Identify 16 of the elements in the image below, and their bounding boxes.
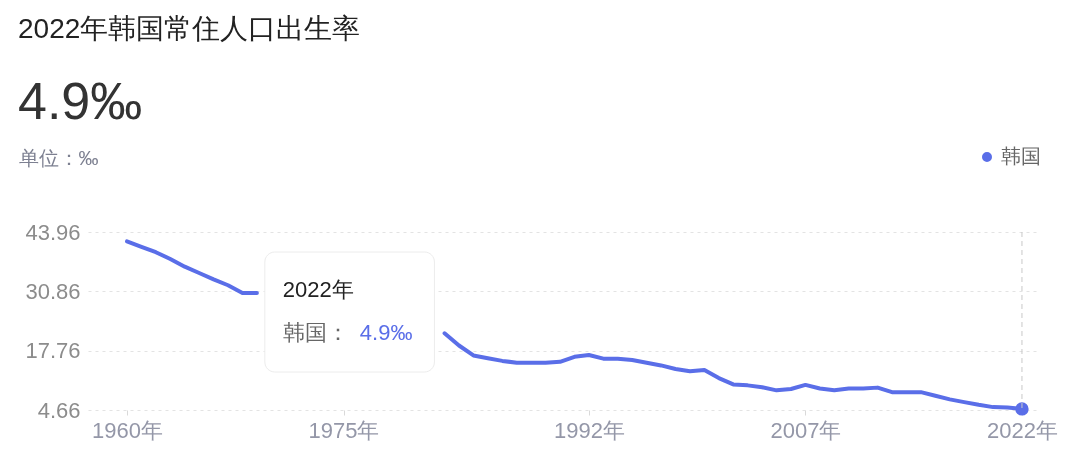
y-tick-label: 4.66 xyxy=(37,397,81,423)
x-tick-label: 1992年 xyxy=(553,417,625,443)
x-tick-label: 2022年 xyxy=(986,417,1058,443)
y-tick-label: 43.96 xyxy=(25,219,81,245)
x-tick-label: 1960年 xyxy=(92,417,163,443)
y-axis-title: 单位：‰ xyxy=(18,146,99,169)
x-tick-label: 2007年 xyxy=(770,417,842,443)
annotation: 4.9‰ xyxy=(359,320,413,345)
x-tick-label: 1975年 xyxy=(308,417,380,443)
y-tick-label: 30.86 xyxy=(25,278,81,304)
annotation: 2022年 xyxy=(282,277,354,302)
annotation: 韩国： xyxy=(282,320,349,345)
legend-label: 韩国 xyxy=(1001,145,1041,167)
chart-title: 2022年韩国常住人口出生率 xyxy=(18,13,361,44)
y-tick-label: 17.76 xyxy=(25,338,81,364)
chart-subtitle: 4.9‰ xyxy=(18,72,143,130)
